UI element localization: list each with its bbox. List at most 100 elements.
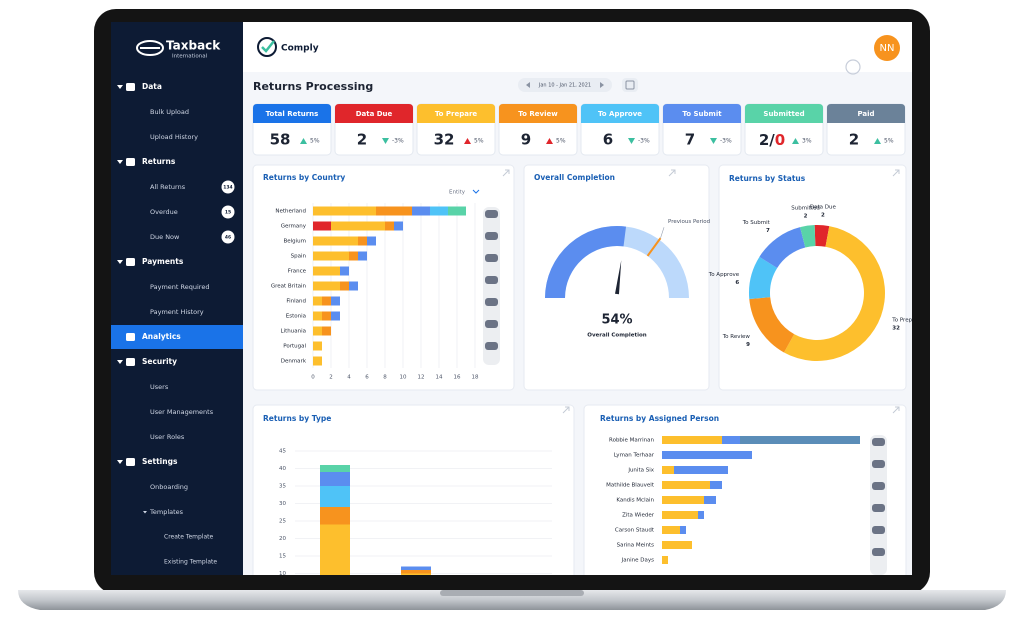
x-tick-label: 12 [418,375,425,381]
x-tick-label: 6 [365,375,369,381]
date-next[interactable] [600,82,604,88]
scroll-thumb [485,210,498,218]
date-range[interactable]: Jan 10 - Jan 21, 2021 [538,83,591,89]
avatar[interactable] [874,35,900,61]
bar-segment [358,251,367,261]
y-tick-label: Kandis Mclain [616,498,654,504]
nav-badge-count: 46 [225,235,231,241]
kpi-trend [300,138,307,144]
nav-item[interactable]: User Managements [150,408,214,416]
nav-item[interactable]: Payment History [150,308,204,316]
expand-icon[interactable] [562,406,570,414]
nav-icon [126,258,135,266]
y-tick-label: Lithuania [281,329,306,335]
bar-segment [401,570,431,574]
bar-segment [710,481,722,489]
donut-value: 9 [746,342,750,348]
app-logo [257,37,277,57]
bar-segment [313,356,322,366]
nav-section[interactable]: Payments [142,257,184,266]
nav-item[interactable]: User Roles [150,433,185,441]
nav-item[interactable]: Bulk Upload [150,108,189,116]
scroll-thumb [485,298,498,306]
nav-item[interactable]: Due Now [150,233,180,241]
nav-section[interactable]: Analytics [142,332,181,341]
nav-item[interactable]: Payment Required [150,283,209,291]
nav-item[interactable]: Onboarding [150,483,188,491]
x-tick-label: 0 [311,375,315,381]
nav-section[interactable]: Security [142,357,177,366]
kpi-trend [628,138,635,144]
expand-icon[interactable] [892,406,900,414]
y-tick-label: Zita Wieder [622,513,655,519]
nav-section[interactable]: Settings [142,457,178,466]
laptop-base [18,590,1006,610]
calendar-button[interactable] [622,78,638,92]
nav-caret [117,260,123,264]
nav-section[interactable]: Data [142,82,162,91]
kpi-trend [546,138,553,144]
panel-title: Returns by Status [729,174,806,183]
kpi-value: 2 [357,131,367,149]
nav-item[interactable]: Overdue [150,208,178,216]
donut-segment [759,227,806,268]
kpi-value: 58 [270,131,291,149]
filter-dropdown[interactable]: Entity [449,190,466,196]
nav-item[interactable]: Users [150,383,169,391]
x-tick-label: 4 [347,375,351,381]
kpi-change: -3% [720,138,732,145]
panel [523,164,710,391]
scrollbar[interactable] [483,207,500,365]
kpi-label: Paid [857,110,874,118]
avatar-initials[interactable]: NN [880,43,895,54]
logo-mark [136,40,164,56]
nav-subitem[interactable]: Existing Template [164,559,217,566]
nav-item[interactable]: All Returns [150,183,186,191]
bar-segment [674,466,728,474]
scroll-thumb [872,438,885,446]
kpi-label: Submitted [763,110,804,118]
y-tick-label: 10 [279,571,286,577]
bar-segment [322,311,331,321]
bar-segment [313,236,358,246]
expand-icon[interactable] [892,169,900,177]
nav-subitem[interactable]: Create Template [164,534,214,541]
bar-segment [376,206,412,216]
kpi-change: -3% [392,138,404,145]
scroll-thumb [485,232,498,240]
dropdown-caret[interactable] [472,189,480,194]
x-tick-label: 2 [329,375,333,381]
nav-item[interactable]: Upload History [150,133,198,141]
y-tick-label: Netherland [275,209,306,215]
nav-badge-count: 15 [225,210,231,216]
nav-section[interactable]: Returns [142,157,176,166]
nav-badge [221,180,235,194]
y-tick-label: Portugal [283,344,306,350]
bar-segment [680,526,686,534]
brand-name: Taxback [166,39,221,53]
donut-segment [783,226,885,362]
page-title: Returns Processing [253,80,373,93]
app-logo-check [261,40,275,53]
nav-item[interactable]: Templates [149,508,184,516]
x-tick-label: 16 [454,375,461,381]
y-tick-label: France [288,269,307,275]
kpi-header [745,104,823,123]
bar-segment [313,221,331,231]
bar-segment [349,251,358,261]
y-tick-label: 15 [279,554,286,560]
bar-segment [322,326,331,336]
date-picker[interactable] [518,78,612,92]
donut-value: 32 [892,325,900,331]
bar-segment [313,296,322,306]
screen: Taxback International Comply NN Returns … [111,22,912,577]
expand-icon[interactable] [502,169,510,177]
globe-icon[interactable] [845,59,861,75]
date-prev[interactable] [526,82,530,88]
bar-segment [313,206,376,216]
y-tick-label: Denmark [281,359,307,365]
scroll-thumb [872,482,885,490]
expand-icon[interactable] [668,169,676,177]
bar-segment [662,541,692,549]
